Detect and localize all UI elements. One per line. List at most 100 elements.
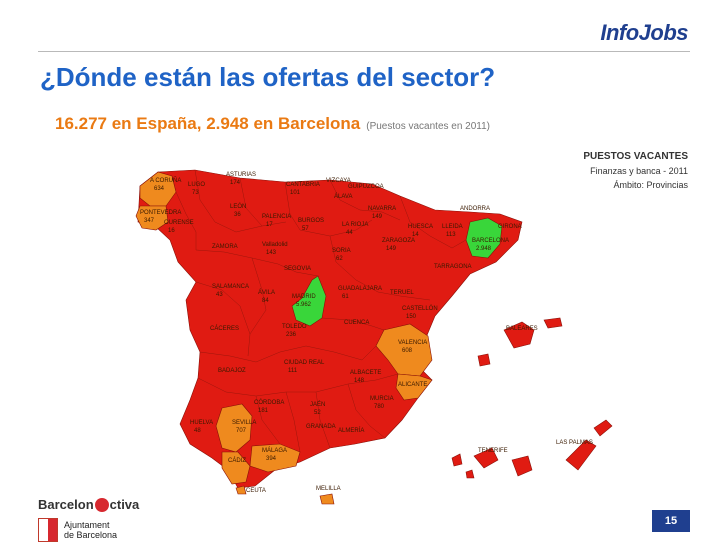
province-label: HUELVA xyxy=(190,420,213,426)
province-label: LAS PALMAS xyxy=(556,440,593,446)
province-label: GRANADA xyxy=(306,424,336,430)
province-label: ANDORRA xyxy=(460,206,490,212)
legend-scope: Ámbito: Provincias xyxy=(613,180,688,190)
province-label: NAVARRA xyxy=(368,206,396,212)
province-label: HUESCA xyxy=(408,224,433,230)
province-value: 2.948 xyxy=(476,246,492,252)
province-value: 17 xyxy=(266,222,273,228)
province-sevilla xyxy=(215,403,253,453)
province-pontevedra xyxy=(135,205,169,231)
island-lanzarote xyxy=(593,419,613,437)
province-label: Valladolid xyxy=(262,242,288,248)
province-label: CÁCERES xyxy=(210,325,239,332)
city-melilla xyxy=(319,493,335,505)
province-value: 181 xyxy=(258,408,269,414)
subtitle-note: (Puestos vacantes en 2011) xyxy=(366,121,491,132)
province-label: CÓRDOBA xyxy=(254,399,284,406)
province-value: 148 xyxy=(354,378,365,384)
province-label: LEÓN xyxy=(230,203,246,210)
province-label: BURGOS xyxy=(298,218,324,224)
province-value: 634 xyxy=(154,186,165,192)
province-label: ZAMORA xyxy=(212,244,238,250)
header-divider xyxy=(38,51,690,52)
province-cadiz xyxy=(221,451,251,485)
province-value: 16 xyxy=(168,228,175,234)
province-label: BARCELONA xyxy=(472,238,509,244)
barcelona-activa-dot xyxy=(94,497,109,512)
barcelona-activa-part2: ctiva xyxy=(109,497,140,512)
province-value: 236 xyxy=(286,332,297,338)
province-value: 62 xyxy=(336,256,343,262)
province-label: SEVILLA xyxy=(232,420,256,426)
island-la-palma xyxy=(451,453,463,467)
barcelona-activa-part1: Barcelon xyxy=(38,497,94,512)
province-baleares xyxy=(503,321,535,349)
province-boundaries xyxy=(175,169,467,453)
province-label: PONTEVEDRA xyxy=(140,210,181,216)
mainland-spain xyxy=(137,169,523,489)
legend-subtitle: Finanzas y banca - 2011 xyxy=(590,166,688,176)
city-ceuta xyxy=(235,485,247,495)
province-value: 608 xyxy=(402,348,413,354)
province-label: MURCIA xyxy=(370,396,394,402)
province-label: SORIA xyxy=(332,248,351,254)
province-value: 394 xyxy=(266,456,277,462)
island-menorca xyxy=(543,317,563,329)
province-label: BADAJOZ xyxy=(218,368,246,374)
island-gran-canaria xyxy=(511,455,533,477)
ajuntament-line2: de Barcelona xyxy=(64,530,118,540)
province-label: OURENSE xyxy=(164,220,194,226)
province-value: 14 xyxy=(412,232,419,238)
province-label: BALEARES xyxy=(506,326,538,332)
province-label: SEGOVIA xyxy=(284,266,311,272)
province-madrid xyxy=(291,275,327,327)
island-fuerteventura xyxy=(565,439,597,471)
province-label: TENERIFE xyxy=(478,448,508,454)
province-value: 101 xyxy=(290,190,301,196)
infojobs-logo: InfoJobs xyxy=(600,20,688,45)
province-label: VIZCAYA xyxy=(326,178,351,184)
province-label: MADRID xyxy=(292,294,316,300)
province-label: CIUDAD REAL xyxy=(284,360,325,366)
island-ibiza xyxy=(477,353,491,367)
province-value: 707 xyxy=(236,428,247,434)
province-label: CÁDIZ xyxy=(228,457,246,464)
province-label: JAÉN xyxy=(310,401,325,408)
province-value: 113 xyxy=(446,232,456,238)
province-value: 36 xyxy=(234,212,241,218)
province-label: A CORUÑA xyxy=(150,177,181,184)
province-value: 150 xyxy=(406,314,417,320)
province-value: 780 xyxy=(374,404,385,410)
province-label: MELILLA xyxy=(316,486,341,492)
province-label: GUIPUZCOA xyxy=(348,184,384,190)
province-label: LLEIDA xyxy=(442,224,463,230)
page-number: 15 xyxy=(652,510,690,532)
province-value: 57 xyxy=(302,226,309,232)
province-label: ASTURIAS xyxy=(226,172,256,178)
province-value: 111 xyxy=(288,368,298,374)
province-value: 5.962 xyxy=(296,302,312,308)
province-label: TARRAGONA xyxy=(434,264,472,270)
ajuntament-logo: Ajuntament de Barcelona xyxy=(38,518,117,542)
province-label: ÁLAVA xyxy=(334,193,352,200)
province-label: PALENCIA xyxy=(262,214,291,220)
province-label: CUENCA xyxy=(344,320,369,326)
province-value: 174 xyxy=(230,180,241,186)
province-value: 149 xyxy=(386,246,397,252)
province-label: ALMERÍA xyxy=(338,427,364,434)
province-label: LA RIOJA xyxy=(342,222,368,228)
province-label: GIRONA xyxy=(498,224,522,230)
province-label: ÁVILA xyxy=(258,289,275,296)
subtitle-text: 16.277 en España, 2.948 en Barcelona xyxy=(55,114,361,133)
province-value: 347 xyxy=(144,218,155,224)
province-value: 43 xyxy=(216,292,223,298)
province-value: 73 xyxy=(192,190,199,196)
province-label: MÁLAGA xyxy=(262,447,287,454)
province-a-coruna xyxy=(139,171,177,207)
page-subtitle: 16.277 en España, 2.948 en Barcelona (Pue… xyxy=(55,114,490,134)
province-label: ALBACETE xyxy=(350,370,381,376)
province-label: CASTELLÓN xyxy=(402,305,438,312)
ajuntament-line1: Ajuntament xyxy=(64,520,110,530)
province-label: TOLEDO xyxy=(282,324,307,330)
